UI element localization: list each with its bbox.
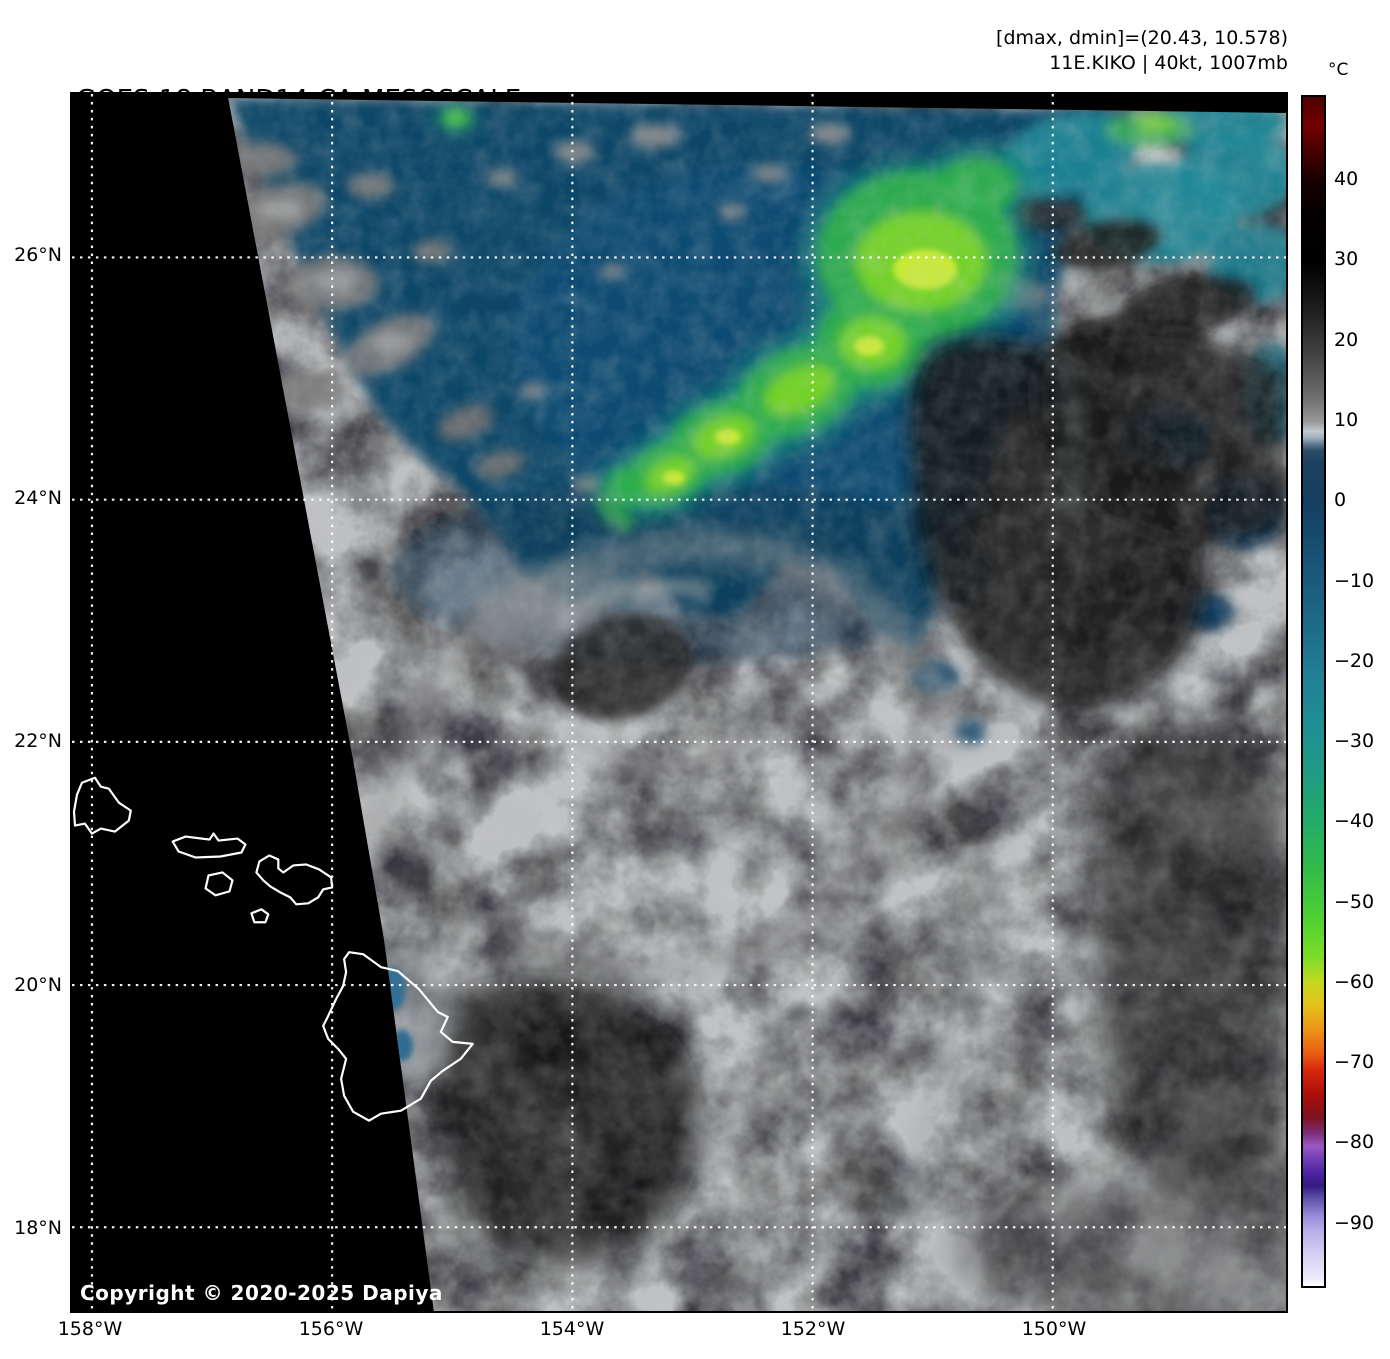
colorbar-tick-label: 10 (1334, 408, 1359, 431)
lon-tick-label: 156°W (298, 1318, 364, 1340)
storm-info-annotation: 11E.KIKO | 40kt, 1007mb (1049, 52, 1288, 74)
island-outline-kahoolawe (250, 908, 270, 924)
colorbar-tick-label: −40 (1334, 810, 1375, 833)
lat-tick-label: 26°N (14, 244, 62, 266)
colorbar-tick-label: 0 (1334, 489, 1347, 512)
annotation-block: [dmax, dmin]=(20.43, 10.578) 11E.KIKO | … (996, 26, 1288, 76)
lat-tick-label: 22°N (14, 730, 62, 752)
lon-tick-label: 152°W (780, 1318, 846, 1340)
colorbar-tick-label: −80 (1334, 1131, 1375, 1154)
island-outline-oahu (72, 776, 132, 835)
island-outlines (72, 776, 474, 1122)
lat-tick-label: 20°N (14, 974, 62, 996)
colorbar-unit-label: °C (1328, 60, 1349, 80)
colorbar-tick-label: 40 (1334, 168, 1359, 191)
satellite-map (72, 94, 1286, 1311)
colorbar-tick-label: 20 (1334, 328, 1359, 351)
graticule (72, 94, 1286, 1311)
colorbar-tick-label: −30 (1334, 730, 1375, 753)
colorbar-tick-label: 30 (1334, 248, 1359, 271)
colorbar-tick-label: −10 (1334, 569, 1375, 592)
colorbar-tick-label: −50 (1334, 890, 1375, 913)
scan-top-edge (227, 94, 1286, 113)
colorbar-tick-label: −70 (1334, 1051, 1375, 1074)
island-outline-maui (255, 854, 334, 906)
map-plot-area: Copyright © 2020-2025 Dapiya (70, 92, 1288, 1313)
copyright-label: Copyright © 2020-2025 Dapiya (80, 1281, 443, 1305)
lon-tick-label: 150°W (1021, 1318, 1087, 1340)
lat-tick-label: 18°N (14, 1217, 62, 1239)
island-outline-big-island (322, 951, 474, 1122)
colorbar-tick-label: −60 (1334, 970, 1375, 993)
lon-tick-label: 158°W (57, 1318, 123, 1340)
lat-tick-label: 24°N (14, 487, 62, 509)
lon-tick-label: 154°W (539, 1318, 605, 1340)
island-outline-lanai (204, 871, 234, 897)
colorbar (1301, 95, 1326, 1288)
island-outline-molokai (171, 832, 247, 859)
colorbar-tick-label: −20 (1334, 649, 1375, 672)
colorbar-tick-label: −90 (1334, 1211, 1375, 1234)
dmax-dmin-annotation: [dmax, dmin]=(20.43, 10.578) (996, 27, 1288, 49)
